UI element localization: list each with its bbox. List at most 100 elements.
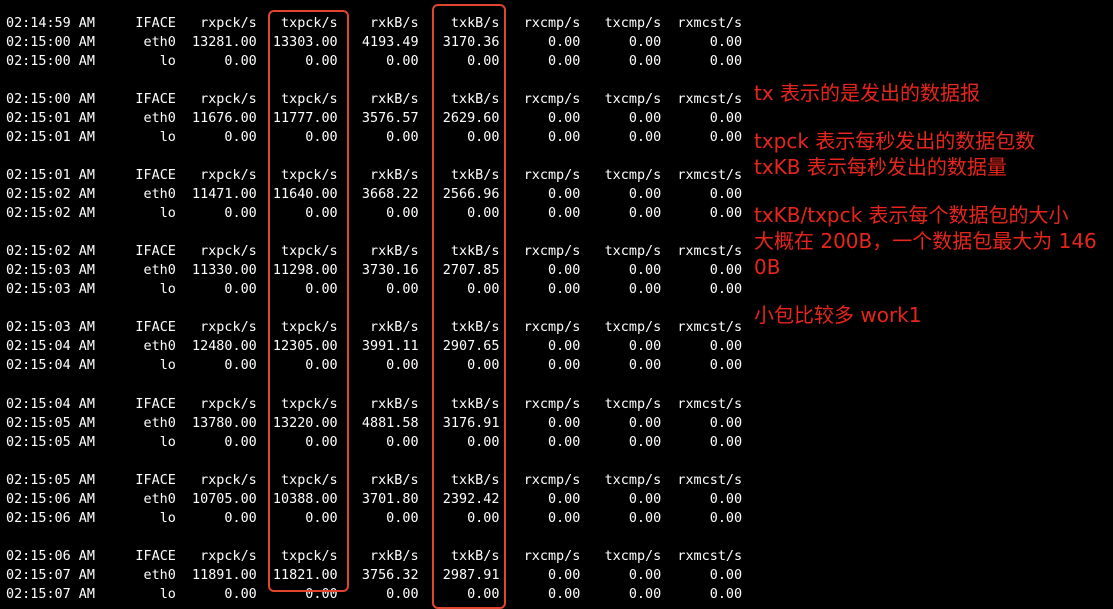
cell: 11298.00 xyxy=(272,263,338,279)
cell: 0.00 xyxy=(386,53,419,69)
cell: 0.00 xyxy=(547,510,581,526)
cell: eth0 xyxy=(143,567,176,583)
header-row: 02:15:01 AM IFACE rxpck/s txpck/s rxkB/s txkB… xyxy=(6,166,742,185)
cell: txcmp/s xyxy=(604,91,662,107)
cell: 0.00 xyxy=(709,282,743,298)
cell: 0.00 xyxy=(547,34,581,50)
cell: 11676.00 xyxy=(192,110,257,126)
cell: rxkB/s xyxy=(370,244,419,260)
cell: 0.00 xyxy=(709,587,743,602)
cell: rxkB/s xyxy=(370,472,419,488)
annotation-line: txKB 表示每秒发出的数据量 xyxy=(754,155,1007,179)
cell: 0.00 xyxy=(547,110,581,126)
cell: 0.00 xyxy=(386,434,419,450)
cell: txkB/s xyxy=(450,396,500,412)
cell: 0.00 xyxy=(386,206,419,221)
timestamp: 02:15:06 AM xyxy=(6,510,95,526)
timestamp: 02:15:01 AM xyxy=(6,167,95,183)
cell: eth0 xyxy=(143,263,176,279)
timestamp: 02:15:03 AM xyxy=(6,320,95,336)
cell: 0.00 xyxy=(305,282,338,298)
cell: txpck/s xyxy=(281,167,338,183)
timestamp: 02:15:03 AM xyxy=(6,263,95,279)
cell: rxkB/s xyxy=(370,91,419,107)
header-row: 02:15:02 AM IFACE rxpck/s txpck/s rxkB/s txkB… xyxy=(6,242,742,261)
cell: 0.00 xyxy=(709,129,743,145)
cell: txcmp/s xyxy=(604,320,662,336)
cell: lo xyxy=(159,282,176,298)
cell: 0.00 xyxy=(628,567,662,583)
cell: 11891.00 xyxy=(192,567,257,583)
cell: 2566.96 xyxy=(442,186,500,202)
cell: 0.00 xyxy=(547,186,581,202)
cell: eth0 xyxy=(143,339,176,355)
cell: rxpck/s xyxy=(200,167,257,183)
cell: 0.00 xyxy=(386,358,419,374)
cell: rxcmp/s xyxy=(523,15,581,31)
cell: 0.00 xyxy=(224,129,257,145)
cell: lo xyxy=(159,358,176,374)
cell: 0.00 xyxy=(709,206,743,221)
timestamp: 02:15:06 AM xyxy=(6,491,95,507)
cell: 10705.00 xyxy=(192,491,257,507)
cell: txcmp/s xyxy=(604,15,662,31)
cell: 0.00 xyxy=(224,434,257,450)
timestamp: 02:15:02 AM xyxy=(6,186,95,202)
cell: eth0 xyxy=(143,491,176,507)
cell: IFACE xyxy=(135,320,176,336)
cell: lo xyxy=(159,129,176,145)
header-row: 02:15:00 AM IFACE rxpck/s txpck/s rxkB/s txkB… xyxy=(6,90,742,109)
cell: rxpck/s xyxy=(200,320,257,336)
cell: 10388.00 xyxy=(272,491,338,507)
data-row: 02:15:00 AM eth0 13281.00 13303.00 4193.49 31… xyxy=(6,33,742,52)
cell: 0.00 xyxy=(305,129,338,145)
cell: rxmcst/s xyxy=(677,15,743,31)
cell: 0.00 xyxy=(305,53,338,69)
cell: eth0 xyxy=(143,110,176,126)
data-row: 02:15:01 AM eth0 11676.00 11777.00 3576.57 26… xyxy=(6,109,742,128)
highlight-box-txkb xyxy=(432,4,506,609)
data-row: 02:15:00 AM lo 0.00 0.00 0.00 0.00 0.00 0.00 0.0… xyxy=(6,52,742,71)
cell: 0.00 xyxy=(305,358,338,374)
cell: IFACE xyxy=(135,472,176,488)
timestamp: 02:15:07 AM xyxy=(6,587,95,602)
cell: 11821.00 xyxy=(272,567,338,583)
cell: txpck/s xyxy=(281,91,338,107)
timestamp: 02:15:05 AM xyxy=(6,415,95,431)
data-row: 02:15:06 AM lo 0.00 0.00 0.00 0.00 0.00 0.00 0.0… xyxy=(6,509,742,528)
cell: 0.00 xyxy=(709,567,743,583)
timestamp: 02:15:00 AM xyxy=(6,53,95,69)
cell: 13303.00 xyxy=(272,34,338,50)
cell: 3668.22 xyxy=(361,186,419,202)
annotation-line: tx 表示的是发出的数据报 xyxy=(754,81,981,105)
cell: 0.00 xyxy=(628,34,662,50)
cell: 11330.00 xyxy=(192,263,257,279)
cell: 2392.42 xyxy=(442,491,500,507)
cell: 0.00 xyxy=(709,34,743,50)
cell: 0.00 xyxy=(709,434,743,450)
cell: txcmp/s xyxy=(604,167,662,183)
cell: 0.00 xyxy=(709,186,743,202)
cell: 0.00 xyxy=(386,510,419,526)
data-row: 02:15:07 AM lo 0.00 0.00 0.00 0.00 0.00 0.00 0.0… xyxy=(6,585,742,604)
cell: 13220.00 xyxy=(272,415,338,431)
timestamp: 02:15:03 AM xyxy=(6,282,95,298)
cell: 0.00 xyxy=(547,129,581,145)
timestamp: 02:15:01 AM xyxy=(6,110,95,126)
cell: rxpck/s xyxy=(200,244,257,260)
cell: 0.00 xyxy=(467,434,500,450)
cell: 0.00 xyxy=(547,339,581,355)
cell: IFACE xyxy=(135,244,176,260)
cell: eth0 xyxy=(143,34,176,50)
cell: lo xyxy=(159,510,176,526)
cell: rxcmp/s xyxy=(523,472,581,488)
cell: 2907.65 xyxy=(442,339,500,355)
cell: rxcmp/s xyxy=(523,91,581,107)
cell: 0.00 xyxy=(305,510,338,526)
cell: IFACE xyxy=(135,91,176,107)
highlight-box-txpck xyxy=(268,10,349,592)
cell: 0.00 xyxy=(628,263,662,279)
cell: txcmp/s xyxy=(604,472,662,488)
cell: rxmcst/s xyxy=(677,167,743,183)
cell: 0.00 xyxy=(628,510,662,526)
